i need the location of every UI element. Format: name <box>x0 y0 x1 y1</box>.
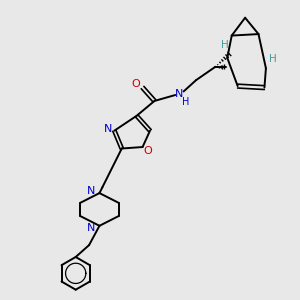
Text: H: H <box>221 40 229 50</box>
Text: N: N <box>87 223 96 233</box>
Text: O: O <box>132 79 140 89</box>
Text: N: N <box>87 186 96 196</box>
Text: H: H <box>268 54 276 64</box>
Text: N: N <box>103 124 112 134</box>
Text: H: H <box>182 97 189 106</box>
Text: O: O <box>143 146 152 156</box>
Text: N: N <box>175 89 183 99</box>
